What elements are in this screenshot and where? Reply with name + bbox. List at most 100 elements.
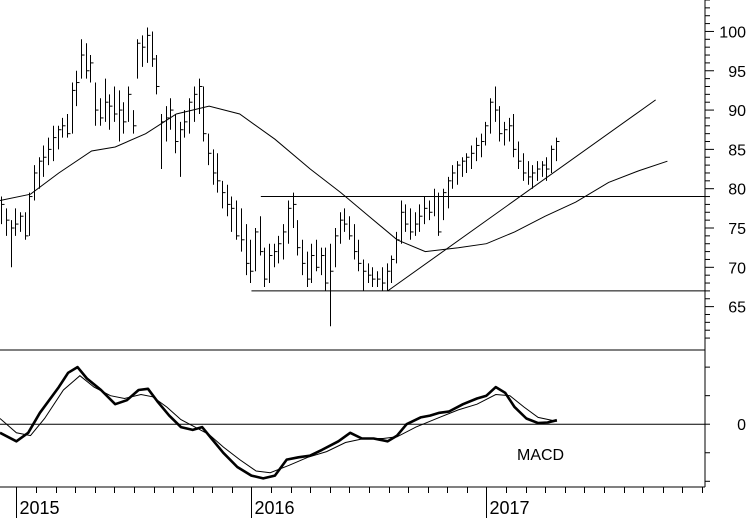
ohlc-bar — [269, 243, 273, 284]
ohlc-bar — [236, 200, 240, 240]
ohlc-bar — [15, 208, 19, 236]
ohlc-bar — [509, 117, 513, 142]
ohlc-bar — [39, 157, 43, 189]
ohlc-bar — [227, 184, 231, 217]
ohlc-bar — [278, 235, 282, 264]
ohlc-bar — [288, 200, 292, 244]
ohlc-bar — [95, 82, 99, 126]
ohlc-bar — [180, 121, 184, 177]
ohlc-bar — [504, 121, 508, 146]
ohlc-bar — [518, 141, 522, 170]
ohlc-bar — [372, 267, 376, 287]
ohlc-bar — [452, 165, 456, 189]
ohlc-bar — [415, 212, 419, 236]
ohlc-bar — [213, 149, 217, 185]
ohlc-bar — [20, 212, 24, 232]
ohlc-bar — [264, 247, 268, 287]
ohlc-bar — [302, 239, 306, 276]
signal-line — [0, 375, 558, 474]
ohlc-bar — [34, 165, 38, 201]
ohlc-bar — [67, 114, 71, 138]
ohlc-bar — [260, 216, 264, 256]
price-tick-label: 95 — [728, 64, 746, 81]
ohlc-bar — [340, 212, 344, 244]
ohlc-bar — [189, 98, 193, 134]
ohlc-bar — [156, 55, 160, 95]
ohlc-bar — [396, 231, 400, 264]
ohlc-bar — [100, 98, 104, 126]
ohlc-bar — [391, 255, 395, 284]
price-tick-label: 65 — [728, 300, 746, 317]
ohlc-bar — [48, 137, 52, 166]
ohlc-bar — [316, 239, 320, 272]
ohlc-bar — [485, 121, 489, 146]
ohlc-bar — [170, 98, 174, 130]
ohlc-bar — [250, 239, 254, 284]
ohlc-bar — [1, 196, 5, 225]
macd-zero-label: 0 — [737, 417, 746, 434]
ohlc-bar — [457, 161, 461, 185]
ohlc-bar — [335, 228, 339, 268]
ohlc-bar — [175, 114, 179, 154]
price-tick-label: 75 — [728, 221, 746, 238]
price-tick-label: 90 — [728, 103, 746, 120]
ohlc-bar — [208, 133, 212, 166]
ohlc-bar — [490, 98, 494, 134]
ohlc-bar — [325, 247, 329, 291]
ohlc-bar — [523, 153, 527, 181]
ohlc-bar — [109, 94, 113, 130]
ohlc-bar — [152, 31, 156, 67]
ohlc-bar — [330, 243, 334, 327]
ohlc-bar — [222, 180, 226, 209]
ohlc-bar — [528, 161, 532, 185]
ohlc-bar — [137, 39, 141, 79]
ohlc-bar — [231, 196, 235, 232]
ohlc-bar — [184, 110, 188, 138]
ohlc-bar — [438, 192, 442, 236]
macd-panel: 0 MACD — [0, 365, 746, 482]
ohlc-bar — [443, 188, 447, 221]
time-axis: 2015 2016 2017 — [16, 487, 703, 518]
ohlc-bar — [119, 90, 123, 142]
ohlc-bar — [58, 125, 62, 150]
ohlc-bar — [401, 200, 405, 244]
ohlc-bar — [29, 192, 33, 236]
ohlc-bar — [476, 137, 480, 162]
ohlc-bar — [283, 224, 287, 260]
chart-frame — [0, 0, 706, 488]
ohlc-bar — [53, 125, 57, 162]
ohlc-bar — [434, 188, 438, 217]
ohlc-bar — [142, 35, 146, 67]
trend-line — [387, 99, 656, 292]
ohlc-bar — [62, 117, 66, 138]
ohlc-bar — [72, 82, 76, 134]
ohlc-bar — [321, 247, 325, 276]
ohlc-bar — [293, 192, 297, 228]
ohlc-bar — [114, 86, 118, 122]
ohlc-bar — [551, 145, 555, 173]
ohlc-bar — [90, 55, 94, 83]
ohlc-bar — [217, 153, 221, 193]
ohlc-bar — [128, 86, 132, 122]
ohlc-bar — [274, 243, 278, 268]
ohlc-bar — [546, 157, 550, 181]
ohlc-bar — [481, 133, 485, 158]
ohlc-bar — [556, 137, 560, 162]
ohlc-bar — [532, 165, 536, 189]
ohlc-bar — [466, 153, 470, 173]
ohlc-bar — [424, 196, 428, 225]
price-tick-label: 85 — [728, 142, 746, 159]
ohlc-bar — [419, 204, 423, 232]
ohlc-bar — [307, 251, 311, 287]
price-tick-label: 70 — [728, 260, 746, 277]
ohlc-bar — [363, 259, 367, 291]
ohlc-bar — [542, 161, 546, 177]
ohlc-bar — [194, 86, 198, 122]
ohlc-bar — [133, 110, 137, 134]
ohlc-bar — [377, 271, 381, 287]
ohlc-bar — [203, 86, 207, 142]
year-label: 2017 — [489, 498, 529, 518]
ohlc-bar — [81, 39, 85, 79]
ohlc-bar — [344, 208, 348, 232]
